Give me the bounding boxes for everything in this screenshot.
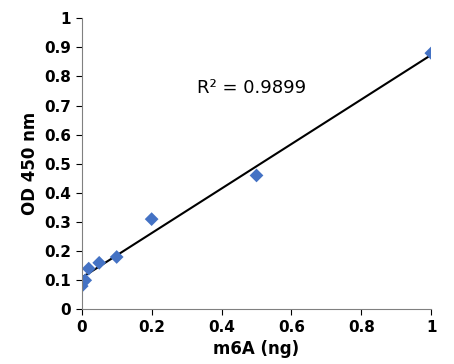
Point (78, 283, 85, 289)
Point (148, 216, 155, 222)
Y-axis label: OD 450 nm: OD 450 nm (21, 112, 39, 215)
Point (85, 266, 92, 272)
Point (113, 254, 120, 260)
Point (428, 50, 435, 56)
Point (82, 277, 89, 283)
Point (96, 260, 103, 266)
X-axis label: m6A (ng): m6A (ng) (213, 340, 300, 359)
Text: R² = 0.9899: R² = 0.9899 (197, 79, 306, 97)
Point (253, 173, 260, 178)
